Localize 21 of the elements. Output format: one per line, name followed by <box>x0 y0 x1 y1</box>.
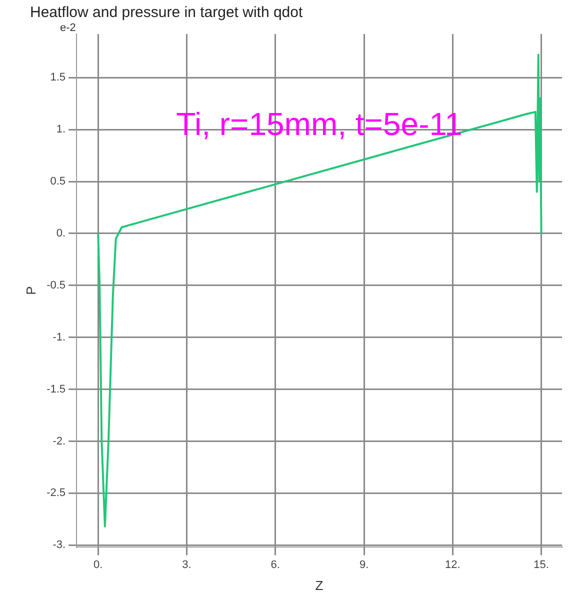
text: e-2 <box>60 22 76 34</box>
x-tick-label: 6. <box>270 558 280 571</box>
y-tick-label: -1.5 <box>46 383 66 396</box>
y-tick-label: -1. <box>52 331 66 344</box>
y-tick-label: 0.5 <box>50 176 66 188</box>
annotation: Ti, r=15mm, t=5e-11 <box>176 106 462 142</box>
y-tick-label: -2.5 <box>46 487 66 500</box>
y-tick-label: -3. <box>52 539 66 552</box>
x-tick-label: 12. <box>445 558 460 571</box>
x-tick-label: 9. <box>359 558 369 571</box>
y-tick-label: 0. <box>56 227 66 240</box>
y-tick-label: 1.5 <box>50 72 66 84</box>
y-tick-label: -2. <box>52 435 66 448</box>
x-axis-title: Z <box>315 578 324 593</box>
y-tick-label: -0.5 <box>46 279 66 292</box>
x-tick-label: 0. <box>94 558 103 571</box>
y-axis-title: P <box>23 286 38 295</box>
x-tick-label: 15. <box>534 558 549 571</box>
y-tick-label: 1. <box>56 124 66 136</box>
x-tick-label: 3. <box>182 558 192 571</box>
chart-title: Heatflow and pressure in target with qdot <box>30 4 303 21</box>
